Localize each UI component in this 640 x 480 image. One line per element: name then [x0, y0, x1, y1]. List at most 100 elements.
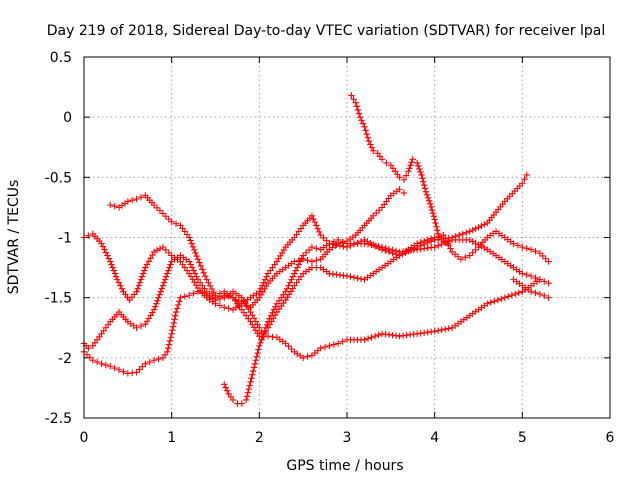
data-point	[249, 367, 257, 375]
data-point	[98, 360, 105, 368]
data-point	[165, 215, 172, 223]
data-point	[424, 236, 431, 244]
x-tick-label: 5	[518, 430, 527, 446]
data-point	[133, 288, 140, 295]
y-axis-label: SDTVAR / TECUs	[6, 180, 22, 295]
data-point	[487, 299, 494, 306]
data-point	[429, 209, 437, 217]
data-point	[532, 289, 539, 297]
data-point	[536, 276, 544, 283]
series-track-f	[221, 236, 544, 407]
data-point	[107, 363, 114, 370]
data-point	[259, 333, 266, 340]
data-point	[190, 290, 197, 297]
y-tick-label: 0.5	[50, 50, 72, 66]
data-point	[417, 239, 424, 246]
data-point	[378, 243, 386, 251]
data-point	[304, 353, 311, 360]
data-point	[299, 354, 307, 362]
data-point	[162, 246, 170, 254]
x-tick-label: 6	[606, 430, 615, 446]
data-point	[153, 204, 161, 212]
data-point	[262, 324, 270, 331]
data-point	[294, 264, 301, 271]
data-point	[177, 294, 184, 301]
data-point	[146, 358, 153, 366]
data-point	[190, 267, 197, 274]
data-point	[427, 203, 435, 211]
data-point	[355, 110, 363, 117]
data-point	[501, 294, 508, 301]
data-point	[532, 274, 539, 282]
data-point	[282, 340, 289, 347]
data-point	[466, 228, 473, 235]
data-point	[357, 275, 365, 283]
data-point	[431, 216, 438, 223]
data-point	[199, 290, 206, 297]
data-point	[424, 194, 432, 201]
data-point	[478, 222, 485, 230]
data-point	[523, 171, 530, 179]
data-point	[263, 273, 270, 280]
data-point	[254, 349, 261, 357]
data-point	[420, 237, 428, 245]
data-point	[172, 220, 180, 227]
data-point	[162, 213, 170, 220]
data-point	[494, 296, 501, 304]
data-point	[297, 258, 304, 265]
data-point	[117, 282, 124, 289]
data-point	[124, 198, 132, 205]
data-point	[400, 189, 408, 197]
data-point	[133, 369, 140, 376]
data-point	[89, 357, 96, 364]
data-point	[200, 269, 208, 276]
data-point	[541, 278, 548, 285]
data-point	[370, 147, 377, 155]
data-point	[255, 346, 262, 353]
data-point	[162, 273, 170, 280]
data-point	[186, 292, 193, 299]
data-point	[120, 368, 127, 375]
data-point	[368, 334, 375, 341]
data-point	[519, 180, 526, 187]
data-point	[193, 273, 200, 280]
data-point	[150, 201, 158, 209]
data-point	[170, 319, 178, 327]
data-point	[155, 294, 162, 301]
data-point	[396, 174, 403, 181]
y-tick-label: -2.5	[45, 411, 72, 427]
data-point	[364, 241, 372, 248]
data-point	[314, 225, 321, 232]
data-point	[115, 279, 123, 286]
data-point	[252, 357, 260, 364]
data-point	[167, 261, 174, 268]
data-point	[475, 224, 482, 231]
data-point	[165, 267, 172, 274]
data-point	[434, 227, 441, 234]
data-point	[111, 203, 118, 210]
data-point	[104, 252, 111, 259]
data-point	[536, 290, 544, 298]
data-point	[491, 298, 498, 305]
data-point	[202, 273, 209, 280]
data-point	[110, 267, 118, 274]
data-point	[164, 348, 171, 356]
data-point	[139, 270, 147, 277]
data-point	[169, 323, 177, 330]
data-point	[152, 303, 159, 310]
data-point	[348, 92, 355, 99]
data-point	[256, 324, 263, 331]
data-point	[288, 345, 295, 353]
data-point	[98, 240, 105, 247]
data-point	[422, 188, 430, 195]
data-point	[472, 239, 479, 247]
data-point	[408, 159, 415, 166]
data-point	[141, 267, 148, 274]
data-point	[166, 264, 173, 271]
data-point	[313, 245, 320, 252]
data-point	[375, 331, 382, 339]
data-point	[308, 243, 316, 251]
data-point	[359, 120, 367, 127]
data-point	[335, 236, 342, 244]
data-point	[136, 279, 144, 286]
